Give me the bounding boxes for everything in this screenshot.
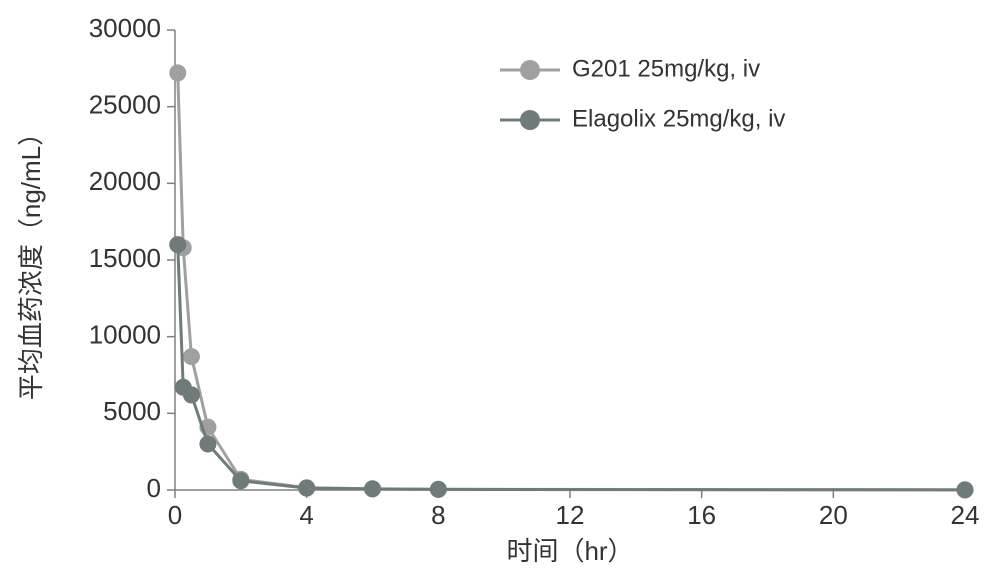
series-line-1 [178, 245, 965, 490]
legend-marker-0 [520, 60, 540, 80]
legend-marker-1 [520, 110, 540, 130]
x-tick-label: 12 [556, 500, 585, 530]
y-tick-label: 5000 [103, 396, 161, 426]
pk-chart: 0 5000 10000 15000 20000 25000 30000 0 4 8 12 16 20 2… [0, 0, 1000, 582]
series-marker-1 [200, 436, 216, 452]
x-axis-label: 时间（hr） [506, 536, 633, 566]
y-tick-label: 15000 [89, 243, 161, 273]
x-tick-label: 24 [951, 500, 980, 530]
series-marker-0 [183, 349, 199, 365]
series-marker-1 [365, 481, 381, 497]
series-line-0 [178, 73, 965, 490]
y-tick-label: 10000 [89, 320, 161, 350]
y-tick-label: 20000 [89, 166, 161, 196]
chart-svg: 0 5000 10000 15000 20000 25000 30000 0 4 8 12 16 20 2… [0, 0, 1000, 582]
series-marker-1 [170, 237, 186, 253]
series-marker-1 [183, 387, 199, 403]
legend-label-0: G201 25mg/kg, iv [572, 55, 760, 82]
y-axis-label: 平均血药浓度（ng/mL） [16, 120, 46, 400]
legend-label-1: Elagolix 25mg/kg, iv [572, 105, 785, 132]
series-marker-1 [299, 480, 315, 496]
series-marker-0 [170, 65, 186, 81]
x-tick-label: 0 [168, 500, 182, 530]
y-tick-label: 25000 [89, 90, 161, 120]
x-tick-label: 20 [819, 500, 848, 530]
series-marker-1 [233, 473, 249, 489]
y-tick-label: 30000 [89, 13, 161, 43]
series-marker-1 [430, 481, 446, 497]
x-tick-label: 8 [431, 500, 445, 530]
series-marker-1 [957, 482, 973, 498]
x-tick-label: 16 [687, 500, 716, 530]
x-tick-label: 4 [299, 500, 313, 530]
y-tick-label: 0 [147, 473, 161, 503]
